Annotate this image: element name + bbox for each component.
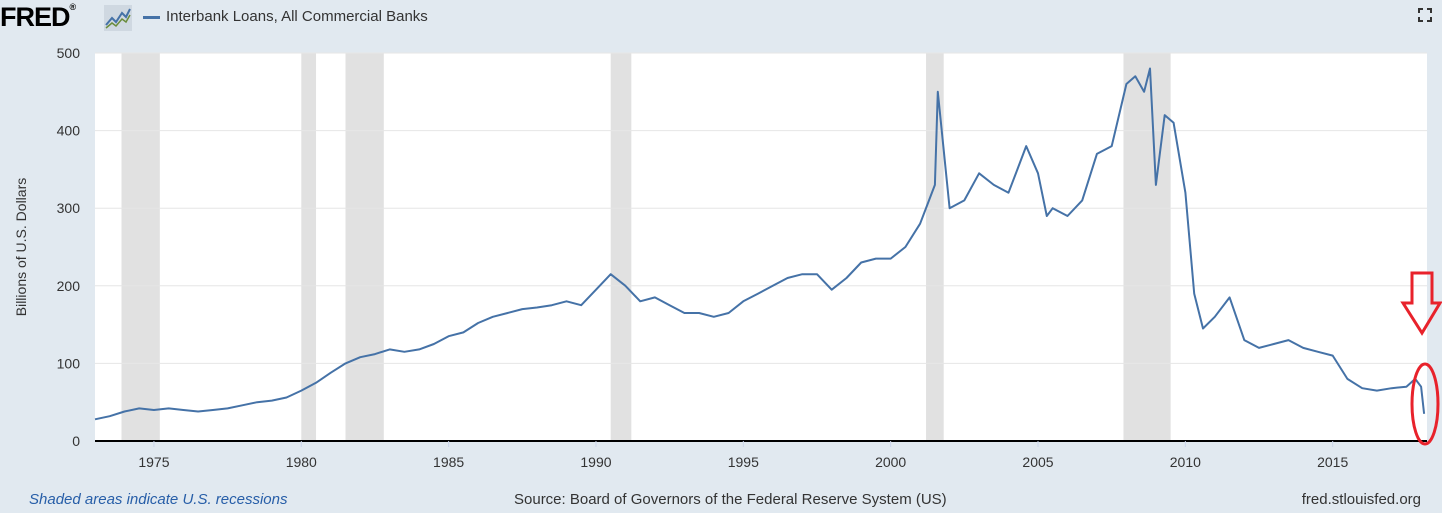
recession-shading [121, 53, 1171, 441]
gridlines [95, 52, 1427, 364]
recession-band [926, 53, 944, 441]
legend-line-swatch [143, 16, 160, 19]
y-tick-label: 400 [57, 123, 81, 139]
x-tick-label: 2015 [1317, 454, 1348, 470]
y-tick-label: 500 [57, 45, 81, 61]
line-chart: 0 100 200 300 400 500 1975 1980 1985 1990 1995 200… [13, 45, 1442, 470]
registered-mark: ® [69, 2, 77, 12]
y-tick-label: 0 [72, 433, 80, 449]
x-tick-label: 1990 [580, 454, 611, 470]
x-tick-label: 2000 [875, 454, 906, 470]
chart-header: FRED® Interbank Loans, All Commercial Ba… [0, 0, 1442, 40]
recession-band [610, 53, 632, 441]
y-axis-title: Billions of U.S. Dollars [13, 178, 29, 317]
highlight-ellipse [1410, 362, 1440, 446]
trend-graph-icon [104, 5, 132, 31]
x-tick-label: 2010 [1170, 454, 1201, 470]
fred-logo[interactable]: FRED® [0, 2, 77, 33]
series-line-interbank-loans[interactable] [94, 67, 1426, 421]
x-tick-label: 1975 [138, 454, 169, 470]
plot-area [95, 53, 1427, 441]
x-tick-label: 1995 [728, 454, 759, 470]
y-tick-label: 100 [57, 355, 81, 371]
x-axis: 1975 1980 1985 1990 1995 2000 2005 2010 2015 [138, 441, 1348, 470]
recession-band [345, 53, 384, 441]
x-tick-label: 1985 [433, 454, 464, 470]
y-tick-label: 200 [57, 278, 81, 294]
y-tick-label: 300 [57, 200, 81, 216]
y-axis: 0 100 200 300 400 500 [57, 45, 81, 449]
recession-note-link[interactable]: Shaded areas indicate U.S. recessions [29, 491, 288, 508]
x-tick-label: 2005 [1022, 454, 1053, 470]
site-link[interactable]: fred.stlouisfed.org [1301, 491, 1421, 508]
fullscreen-icon[interactable] [1418, 8, 1432, 22]
down-arrow-icon [1400, 271, 1442, 336]
recession-band [121, 53, 160, 441]
recession-band [1123, 53, 1171, 441]
source-text: Source: Board of Governors of the Federa… [514, 491, 947, 508]
fred-logo-text: FRED [0, 2, 70, 32]
recession-band [301, 53, 317, 441]
x-tick-label: 1980 [286, 454, 317, 470]
annotation-arrow [1400, 271, 1442, 336]
series-title[interactable]: Interbank Loans, All Commercial Banks [166, 8, 428, 25]
